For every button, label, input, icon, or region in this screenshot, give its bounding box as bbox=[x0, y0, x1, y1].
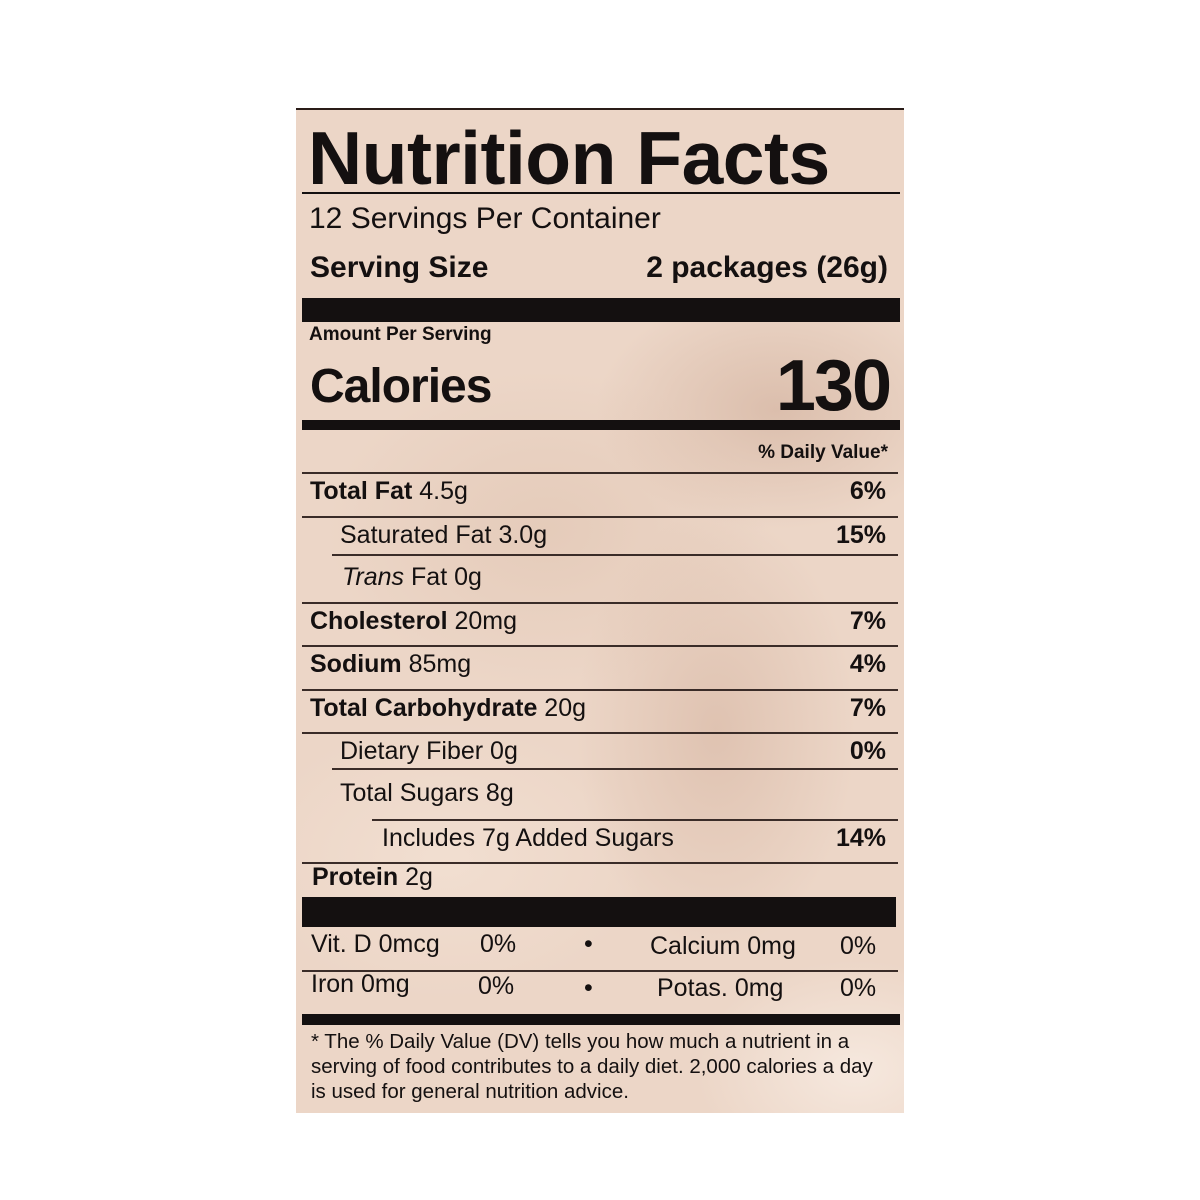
dv: 15% bbox=[835, 520, 886, 549]
footnote: * The % Daily Value (DV) tells you how m… bbox=[311, 1030, 873, 1103]
amount-per-serving: Amount Per Serving bbox=[309, 324, 492, 345]
daily-value-header: % Daily Value* bbox=[758, 442, 888, 463]
calories-label: Calories bbox=[310, 359, 492, 413]
dv: 7% bbox=[849, 606, 886, 635]
medium-divider bbox=[302, 420, 900, 430]
nutrient-row-trans-fat: Trans Fat 0g bbox=[342, 562, 482, 591]
nutrient-row-total-fat: Total Fat 4.5g 6% bbox=[310, 476, 886, 505]
dv: 6% bbox=[849, 476, 886, 505]
nutrient-row-cholesterol: Cholesterol 20mg 7% bbox=[310, 606, 886, 635]
serving-size-label: Serving Size bbox=[310, 251, 489, 284]
dv: 4% bbox=[849, 649, 886, 678]
bullet: • bbox=[584, 974, 593, 1002]
serving-size-row: Serving Size 2 packages (26g) bbox=[310, 250, 888, 286]
label-title: Nutrition Facts bbox=[308, 116, 830, 200]
nutrient-row-dietary-fiber: Dietary Fiber 0g 0% bbox=[340, 736, 886, 765]
servings-per-container: 12 Servings Per Container bbox=[309, 202, 661, 235]
dv: 7% bbox=[849, 693, 886, 722]
calories-value: 130 bbox=[775, 346, 892, 426]
medium-divider bbox=[302, 1014, 900, 1025]
nutrient-row-added-sugars: Includes 7g Added Sugars 14% bbox=[382, 823, 886, 852]
nutrient-row-saturated-fat: Saturated Fat 3.0g 15% bbox=[340, 520, 886, 549]
nutrient-row-total-carbohydrate: Total Carbohydrate 20g 7% bbox=[310, 693, 886, 722]
nutrient-row-total-sugars: Total Sugars 8g bbox=[340, 778, 514, 807]
thick-divider bbox=[302, 298, 900, 322]
divider bbox=[302, 192, 900, 194]
bullet: • bbox=[584, 930, 593, 958]
nutrient-row-sodium: Sodium 85mg 4% bbox=[310, 649, 886, 678]
nutrition-facts-label: Nutrition Facts 12 Servings Per Containe… bbox=[296, 108, 904, 1113]
dv: 14% bbox=[835, 823, 886, 852]
dv: 0% bbox=[849, 736, 886, 765]
nutrient-row-protein: Protein 2g bbox=[312, 862, 433, 891]
serving-size-value: 2 packages (26g) bbox=[646, 251, 888, 284]
calories-row: Calories 130 bbox=[310, 346, 892, 426]
thick-divider bbox=[302, 897, 896, 927]
